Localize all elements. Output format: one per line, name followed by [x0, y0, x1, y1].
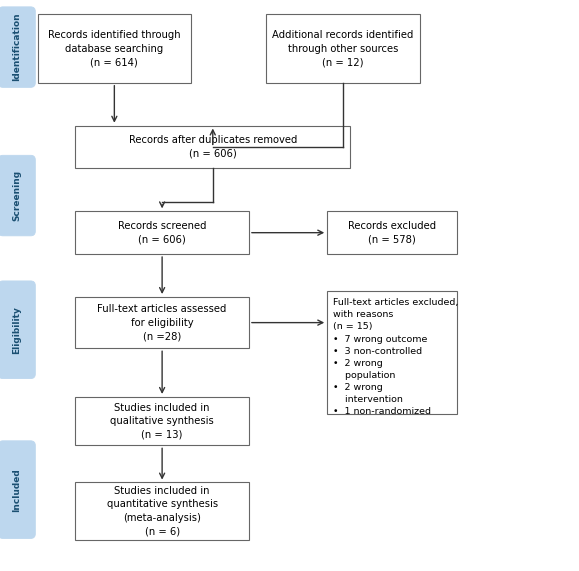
FancyBboxPatch shape: [0, 281, 35, 379]
FancyBboxPatch shape: [75, 482, 249, 540]
FancyBboxPatch shape: [75, 211, 249, 254]
Text: Studies included in
quantitative synthesis
(meta-analysis)
(n = 6): Studies included in quantitative synthes…: [107, 486, 218, 536]
Text: Eligibility: Eligibility: [12, 306, 21, 353]
FancyBboxPatch shape: [38, 14, 191, 83]
Text: Identification: Identification: [12, 13, 21, 82]
FancyBboxPatch shape: [0, 7, 35, 87]
Text: Records screened
(n = 606): Records screened (n = 606): [118, 221, 206, 244]
FancyBboxPatch shape: [75, 297, 249, 348]
FancyBboxPatch shape: [0, 441, 35, 538]
Text: Included: Included: [12, 468, 21, 512]
FancyBboxPatch shape: [266, 14, 420, 83]
Text: Additional records identified
through other sources
(n = 12): Additional records identified through ot…: [272, 30, 414, 67]
FancyBboxPatch shape: [327, 211, 457, 254]
Text: Studies included in
qualitative synthesis
(n = 13): Studies included in qualitative synthesi…: [110, 403, 214, 440]
Text: Records excluded
(n = 578): Records excluded (n = 578): [348, 221, 437, 244]
Text: Records identified through
database searching
(n = 614): Records identified through database sear…: [48, 30, 181, 67]
Text: Screening: Screening: [12, 170, 21, 221]
Text: Full-text articles assessed
for eligibility
(n =28): Full-text articles assessed for eligibil…: [97, 304, 227, 341]
FancyBboxPatch shape: [327, 291, 457, 414]
Text: Records after duplicates removed
(n = 606): Records after duplicates removed (n = 60…: [129, 135, 297, 159]
FancyBboxPatch shape: [75, 126, 350, 168]
FancyBboxPatch shape: [0, 155, 35, 236]
Text: Full-text articles excluded,
with reasons
(n = 15)
•  7 wrong outcome
•  3 non-c: Full-text articles excluded, with reason…: [333, 298, 459, 416]
FancyBboxPatch shape: [75, 397, 249, 445]
